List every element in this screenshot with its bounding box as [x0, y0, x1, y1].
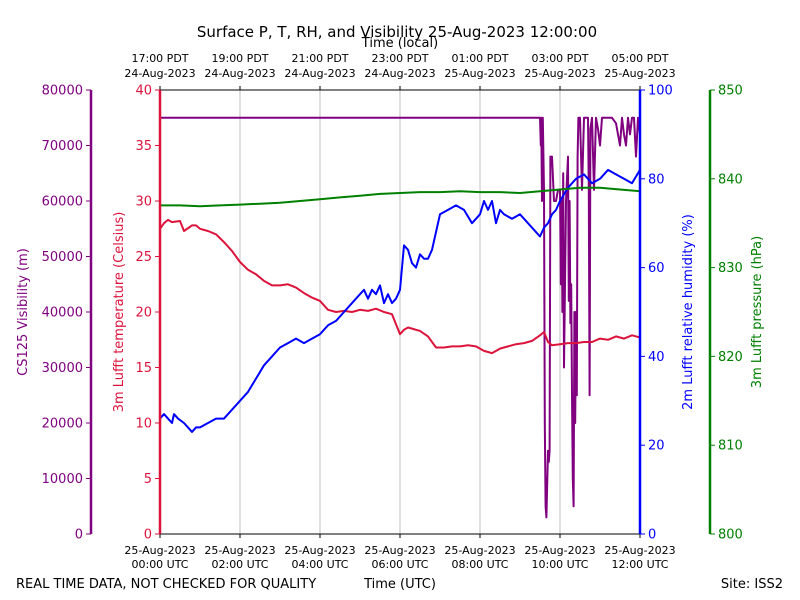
pressure-tick-label: 820 [718, 350, 743, 365]
visibility-tick-label: 10000 [42, 472, 83, 487]
top-tick-label-date: 24-Aug-2023 [204, 67, 275, 80]
pressure-tick-label: 840 [718, 172, 743, 187]
top-tick-label-time: 03:00 PDT [531, 52, 588, 65]
x-tick-label-date: 25-Aug-2023 [204, 544, 275, 557]
temperature-tick-label: 15 [135, 361, 152, 376]
humidity-tick-label: 80 [648, 172, 665, 187]
x-tick-label-time: 06:00 UTC [371, 558, 428, 571]
x-tick-label-date: 25-Aug-2023 [364, 544, 435, 557]
chart-title: Surface P, T, RH, and Visibility 25-Aug-… [197, 23, 597, 41]
top-tick-label-date: 25-Aug-2023 [524, 67, 595, 80]
top-tick-label-time: 23:00 PDT [371, 52, 428, 65]
x-axis-label: Time (UTC) [363, 577, 436, 592]
temperature-tick-label: 30 [135, 195, 152, 210]
pressure-tick-label: 830 [718, 261, 743, 276]
pressure-axis-label: 3m Lufft pressure (hPa) [750, 236, 765, 388]
humidity-tick-label: 100 [648, 84, 673, 99]
visibility-tick-label: 70000 [42, 139, 83, 154]
temperature-tick-label: 40 [135, 84, 152, 99]
top-tick-label-time: 17:00 PDT [131, 52, 188, 65]
top-tick-label-time: 01:00 PDT [451, 52, 508, 65]
temperature-tick-label: 20 [135, 306, 152, 321]
temperature-tick-label: 10 [135, 417, 152, 432]
x-tick-label-date: 25-Aug-2023 [444, 544, 515, 557]
humidity-tick-label: 40 [648, 350, 665, 365]
visibility-tick-label: 30000 [42, 361, 83, 376]
x-tick-label-date: 25-Aug-2023 [284, 544, 355, 557]
temperature-tick-label: 5 [144, 472, 152, 487]
x-tick-label-date: 25-Aug-2023 [124, 544, 195, 557]
visibility-tick-label: 50000 [42, 250, 83, 265]
top-axis-label: Time (local) [361, 36, 438, 51]
humidity-tick-label: 60 [648, 261, 665, 276]
temperature-tick-label: 35 [135, 139, 152, 154]
top-tick-label-time: 05:00 PDT [611, 52, 668, 65]
series-layer [159, 116, 641, 519]
visibility-tick-label: 0 [75, 528, 83, 543]
x-tick-label-time: 02:00 UTC [211, 558, 268, 571]
top-tick-label-date: 25-Aug-2023 [444, 67, 515, 80]
footer-site: Site: ISS2 [721, 577, 783, 592]
temperature-tick-label: 0 [144, 528, 152, 543]
top-tick-label-time: 19:00 PDT [211, 52, 268, 65]
temperature-series-line [159, 218, 641, 355]
top-tick-label-date: 24-Aug-2023 [284, 67, 355, 80]
footer-quality-note: REAL TIME DATA, NOT CHECKED FOR QUALITY [16, 577, 316, 592]
visibility-tick-label: 40000 [42, 306, 83, 321]
pressure-tick-label: 810 [718, 439, 743, 454]
x-tick-label-time: 10:00 UTC [531, 558, 588, 571]
humidity-axis-label: 2m Lufft relative humidity (%) [681, 214, 696, 410]
visibility-tick-label: 20000 [42, 417, 83, 432]
visibility-tick-label: 60000 [42, 195, 83, 210]
humidity-tick-label: 0 [648, 528, 656, 543]
visibility-series-line [160, 116, 641, 519]
top-tick-label-date: 24-Aug-2023 [124, 67, 195, 80]
pressure-tick-label: 800 [718, 528, 743, 543]
pressure-series-line [160, 186, 641, 208]
x-tick-label-date: 25-Aug-2023 [604, 544, 675, 557]
x-tick-label-time: 12:00 UTC [611, 558, 668, 571]
temperature-tick-label: 25 [135, 250, 152, 265]
top-tick-label-time: 21:00 PDT [291, 52, 348, 65]
x-tick-label-time: 00:00 UTC [131, 558, 188, 571]
temperature-axis-label: 3m Lufft temperature (Celsius) [112, 212, 127, 413]
humidity-tick-label: 20 [648, 439, 665, 454]
top-tick-label-date: 25-Aug-2023 [604, 67, 675, 80]
x-tick-label-date: 25-Aug-2023 [524, 544, 595, 557]
x-tick-label-time: 08:00 UTC [451, 558, 508, 571]
x-tick-label-time: 04:00 UTC [291, 558, 348, 571]
top-tick-label-date: 24-Aug-2023 [364, 67, 435, 80]
humidity-series-line [159, 168, 641, 433]
pressure-tick-label: 850 [718, 84, 743, 99]
visibility-axis-label: CS125 Visibility (m) [16, 248, 31, 376]
visibility-tick-label: 80000 [42, 84, 83, 99]
